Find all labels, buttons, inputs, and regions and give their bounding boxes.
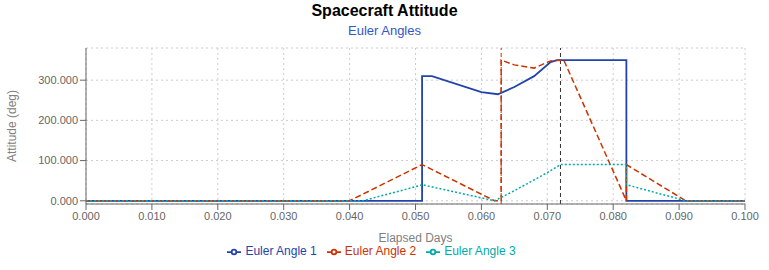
svg-text:200.000: 200.000 <box>38 114 78 126</box>
svg-text:0.000: 0.000 <box>50 195 78 207</box>
svg-text:0.040: 0.040 <box>336 210 364 222</box>
svg-text:0.080: 0.080 <box>599 210 627 222</box>
svg-text:0.050: 0.050 <box>402 210 430 222</box>
svg-text:300.000: 300.000 <box>38 74 78 86</box>
html-text:Euler Angles: Euler Angles <box>348 23 421 38</box>
svg-text:0.010: 0.010 <box>138 210 166 222</box>
svg-text:0.070: 0.070 <box>534 210 562 222</box>
html-text:Spacecraft Attitude: Spacecraft Attitude <box>311 2 458 19</box>
svg-text:0.100: 0.100 <box>731 210 759 222</box>
svg-text:100.000: 100.000 <box>38 154 78 166</box>
svg-text:0.060: 0.060 <box>468 210 496 222</box>
html-text:Euler Angle 2: Euler Angle 2 <box>344 244 417 258</box>
svg-text:0.000: 0.000 <box>72 210 100 222</box>
svg-text:0.030: 0.030 <box>270 210 298 222</box>
svg-text:0.020: 0.020 <box>204 210 232 222</box>
html-text:Euler Angle 3: Euler Angle 3 <box>444 244 516 258</box>
svg-text:0.090: 0.090 <box>665 210 693 222</box>
svg-text:Elapsed Days: Elapsed Days <box>378 231 452 245</box>
svg-text:Attitude (deg): Attitude (deg) <box>8 90 19 162</box>
html-text:Euler Angle 1: Euler Angle 1 <box>245 244 317 258</box>
